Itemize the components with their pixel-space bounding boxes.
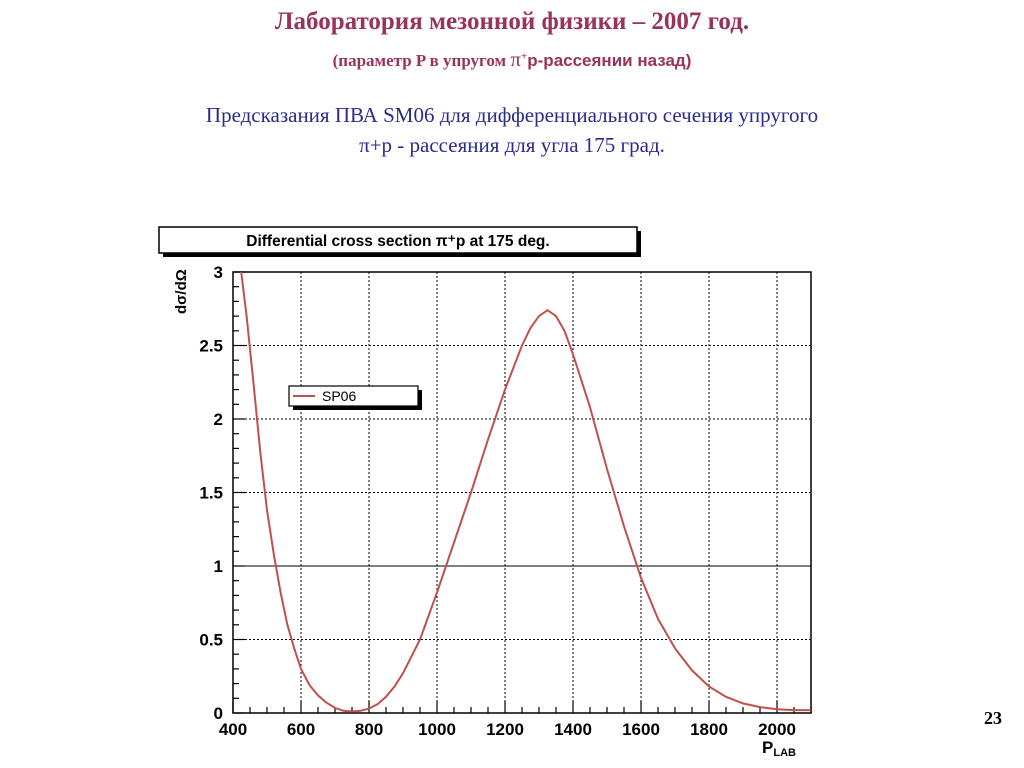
- x-tick-label: 2000: [758, 720, 796, 739]
- x-tick-label: 1800: [690, 720, 728, 739]
- x-tick-label: 400: [219, 720, 247, 739]
- x-tick-label: 1400: [554, 720, 592, 739]
- x-tick-label: 1000: [418, 720, 456, 739]
- x-tick-label: 600: [287, 720, 315, 739]
- chart-legend: SP06: [288, 385, 422, 410]
- chart-title: Differential cross section π⁺p at 175 de…: [246, 233, 549, 250]
- legend-label-sp06: SP06: [322, 388, 356, 404]
- y-tick-label: 2.5: [199, 337, 223, 356]
- x-tick-label: 1600: [622, 720, 660, 739]
- description-line-2: π+p - рассеяния для угла 175 град.: [359, 133, 665, 157]
- subtitle-pi: π: [510, 47, 521, 71]
- slide-description: Предсказания ПВА SM06 для дифференциальн…: [0, 100, 1024, 160]
- y-tick-label: 2: [214, 410, 223, 429]
- subtitle-plus: +: [520, 50, 528, 63]
- y-tick-label: 0: [214, 704, 223, 723]
- slide-title: Лаборатория мезонной физики – 2007 год.: [274, 8, 750, 35]
- y-axis-label: dσ/dΩ: [173, 269, 190, 314]
- y-tick-label: 0.5: [199, 631, 223, 650]
- slide-subtitle: (параметр P в упругом π+p-рассеянии наза…: [0, 47, 1024, 72]
- y-tick-label: 1: [214, 557, 223, 576]
- series-line-sp06: [240, 271, 811, 713]
- x-tick-label: 800: [355, 720, 383, 739]
- x-axis-ticks: 400 600 800 1000 1200 1400 1600 1800 2000: [219, 701, 812, 739]
- page-number: 23: [984, 708, 1002, 728]
- x-tick-label: 1200: [486, 720, 524, 739]
- y-tick-label: 3: [214, 263, 223, 282]
- description-line-1: Предсказания ПВА SM06 для дифференциальн…: [205, 103, 819, 127]
- y-tick-label: 1.5: [199, 484, 223, 503]
- x-axis-label: PLAB: [762, 738, 796, 759]
- chart-title-box: Differential cross section π⁺p at 175 de…: [158, 226, 641, 257]
- subtitle-suffix: p-рассеянии назад): [527, 51, 692, 70]
- subtitle-prefix: (параметр P в упругом: [332, 51, 511, 70]
- y-axis-ticks: 0 0.5 1 1.5 2 2.5 3: [199, 263, 245, 723]
- chart-grid: [233, 272, 811, 713]
